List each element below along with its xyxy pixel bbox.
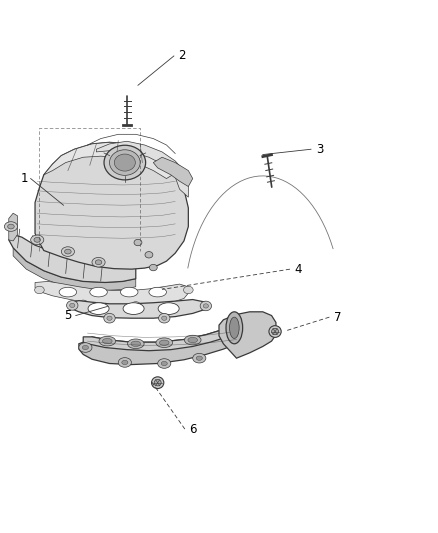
Polygon shape bbox=[44, 142, 175, 179]
Ellipse shape bbox=[102, 338, 112, 344]
Text: 5: 5 bbox=[64, 309, 71, 322]
Ellipse shape bbox=[34, 237, 40, 242]
Ellipse shape bbox=[162, 316, 167, 320]
Ellipse shape bbox=[79, 343, 92, 352]
Ellipse shape bbox=[7, 224, 14, 229]
Polygon shape bbox=[35, 281, 188, 306]
Ellipse shape bbox=[104, 313, 115, 323]
Ellipse shape bbox=[99, 336, 116, 346]
Ellipse shape bbox=[193, 353, 206, 363]
Ellipse shape bbox=[70, 303, 75, 308]
Ellipse shape bbox=[159, 340, 169, 345]
Ellipse shape bbox=[61, 247, 74, 256]
Ellipse shape bbox=[120, 287, 138, 297]
Ellipse shape bbox=[92, 257, 105, 267]
Ellipse shape bbox=[203, 304, 208, 308]
Ellipse shape bbox=[82, 345, 88, 350]
Ellipse shape bbox=[67, 301, 78, 310]
Ellipse shape bbox=[272, 328, 279, 335]
Ellipse shape bbox=[4, 222, 18, 231]
Polygon shape bbox=[9, 213, 18, 241]
Ellipse shape bbox=[184, 335, 201, 345]
Polygon shape bbox=[153, 157, 193, 187]
Polygon shape bbox=[96, 141, 188, 197]
Ellipse shape bbox=[59, 287, 77, 297]
Ellipse shape bbox=[149, 287, 166, 297]
Ellipse shape bbox=[31, 235, 44, 245]
Ellipse shape bbox=[122, 360, 128, 365]
Text: 7: 7 bbox=[333, 311, 341, 324]
Ellipse shape bbox=[196, 356, 202, 360]
Ellipse shape bbox=[184, 286, 193, 294]
Ellipse shape bbox=[65, 249, 71, 254]
Ellipse shape bbox=[145, 252, 153, 258]
Ellipse shape bbox=[110, 150, 140, 175]
Ellipse shape bbox=[123, 303, 144, 314]
Ellipse shape bbox=[154, 379, 161, 386]
Text: 3: 3 bbox=[316, 143, 323, 156]
Text: 6: 6 bbox=[189, 423, 197, 435]
Ellipse shape bbox=[188, 337, 198, 343]
Ellipse shape bbox=[158, 303, 179, 314]
Ellipse shape bbox=[104, 145, 145, 180]
Ellipse shape bbox=[161, 361, 167, 366]
Ellipse shape bbox=[78, 300, 88, 308]
Ellipse shape bbox=[127, 339, 144, 349]
Polygon shape bbox=[79, 321, 250, 365]
Text: 2: 2 bbox=[178, 50, 186, 62]
Ellipse shape bbox=[230, 317, 239, 338]
Ellipse shape bbox=[90, 287, 107, 297]
Ellipse shape bbox=[226, 312, 243, 344]
Ellipse shape bbox=[131, 341, 141, 346]
Ellipse shape bbox=[200, 301, 212, 311]
Ellipse shape bbox=[107, 316, 112, 320]
Text: 4: 4 bbox=[294, 263, 302, 276]
Polygon shape bbox=[70, 300, 206, 318]
Ellipse shape bbox=[95, 260, 102, 265]
Ellipse shape bbox=[149, 264, 157, 271]
Ellipse shape bbox=[159, 313, 170, 323]
Polygon shape bbox=[9, 235, 136, 282]
Ellipse shape bbox=[158, 359, 171, 368]
Ellipse shape bbox=[134, 239, 142, 246]
Ellipse shape bbox=[35, 286, 44, 294]
Ellipse shape bbox=[152, 377, 164, 389]
Polygon shape bbox=[83, 321, 250, 351]
Ellipse shape bbox=[118, 358, 131, 367]
Ellipse shape bbox=[269, 326, 281, 337]
Text: 1: 1 bbox=[20, 172, 28, 185]
Ellipse shape bbox=[131, 302, 141, 309]
Ellipse shape bbox=[156, 338, 173, 348]
Ellipse shape bbox=[88, 303, 109, 314]
Polygon shape bbox=[13, 248, 136, 290]
Polygon shape bbox=[219, 312, 276, 358]
Polygon shape bbox=[35, 142, 188, 269]
Ellipse shape bbox=[114, 154, 135, 171]
